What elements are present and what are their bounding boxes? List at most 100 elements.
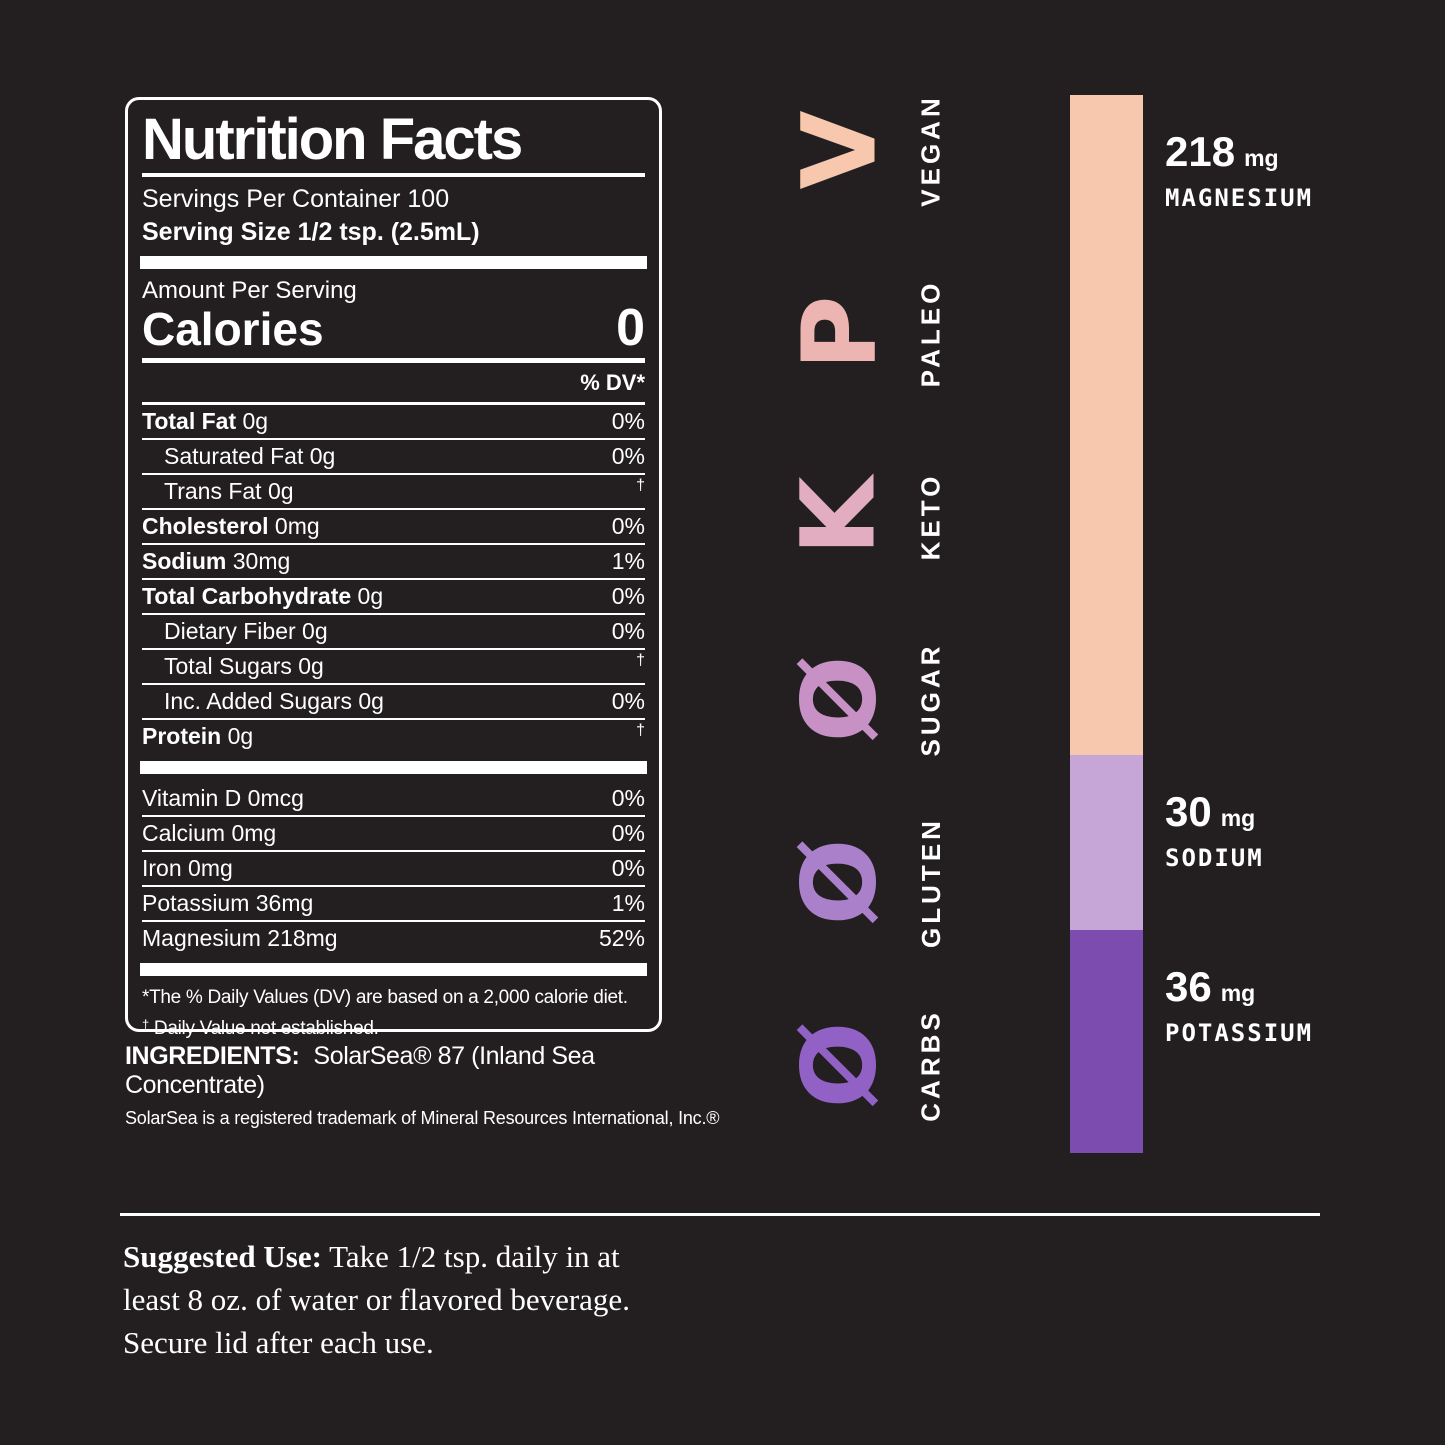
badge-label: CARBS xyxy=(915,1008,946,1122)
mineral-amount: 218 xyxy=(1165,128,1236,175)
nutrient-daily-value: 1% xyxy=(611,547,645,574)
nutrient-rows: Total Fat 0g 0% Saturated Fat 0g 0% Trans Fa… xyxy=(142,405,645,753)
mineral-label-sodium: 30 mg SODIUM xyxy=(1165,788,1264,872)
ingredients-text: SolarSea® 87 (Inland Sea Concentrate) xyxy=(125,1042,595,1099)
calories-row: Calories 0 xyxy=(142,302,645,355)
badge-label-cell: GLUTEN xyxy=(908,817,954,948)
nutrient-daily-value: 0% xyxy=(611,582,645,609)
nutrition-facts-title: Nutrition Facts xyxy=(142,107,523,172)
trademark-note: SolarSea is a registered trademark of Mi… xyxy=(125,1108,720,1128)
badge-symbol-cell: Ø xyxy=(780,831,899,933)
nutrient-name: Protein 0g xyxy=(142,722,254,749)
badge-label-cell: PALEO xyxy=(908,279,954,387)
nutrient-name: Dietary Fiber 0g xyxy=(164,617,328,644)
mineral-value: 30 mg xyxy=(1165,788,1264,836)
micronutrient-rows: Vitamin D 0mcg 0% Calcium 0mg 0% Iron 0mg 0% P… xyxy=(142,782,645,955)
ingredients-block: INGREDIENTS: SolarSea® 87 (Inland Sea Co… xyxy=(125,1042,725,1129)
daily-value-header: % DV* xyxy=(580,369,645,395)
mineral-name: SODIUM xyxy=(1165,844,1264,872)
mineral-unit: mg xyxy=(1220,980,1256,1006)
nutrient-name: Trans Fat 0g xyxy=(164,477,294,504)
mineral-value: 36 mg xyxy=(1165,963,1313,1011)
badge-label-cell: KETO xyxy=(908,472,954,560)
amount-per-serving: Amount Per Serving xyxy=(142,277,357,305)
badge-symbol-cell: Ø xyxy=(780,1014,899,1116)
suggested-use-heading: Suggested Use: xyxy=(123,1239,322,1274)
nutrient-row-total-sugars: Total Sugars 0g † xyxy=(142,647,645,683)
stacked-bar xyxy=(1070,95,1143,1153)
nutrient-row-vitamin-d: Vitamin D 0mcg 0% xyxy=(142,782,645,815)
nutrient-row-calcium: Calcium 0mg 0% xyxy=(142,814,645,850)
badge-label-cell: SUGAR xyxy=(908,642,954,756)
thick-divider-bar xyxy=(140,256,647,270)
nutrient-daily-value: † xyxy=(636,476,645,494)
nutrient-daily-value: † xyxy=(636,721,645,739)
nutrient-name: Vitamin D 0mcg xyxy=(142,784,304,811)
vegan-badge-icon: V xyxy=(779,110,899,190)
diet-badges-column: V VEGAN P PALEO K KETO Ø SUGAR Ø GLUTEN Ø CARBS xyxy=(779,75,956,1140)
nutrient-daily-value: 0% xyxy=(611,687,645,714)
divider-line xyxy=(142,357,645,363)
nutrient-name: Calcium 0mg xyxy=(142,819,277,846)
diet-badge-gluten: Ø GLUTEN xyxy=(780,807,956,957)
nutrient-row-potassium: Potassium 36mg 1% xyxy=(142,884,645,920)
bottom-divider-line xyxy=(120,1213,1320,1216)
diet-badge-keto: K KETO xyxy=(779,441,956,591)
footnote-text: Daily Value not established. xyxy=(153,1017,379,1039)
mineral-label-magnesium: 218 mg MAGNESIUM xyxy=(1165,128,1313,212)
badge-label-cell: VEGAN xyxy=(908,94,954,206)
nutrient-row-protein: Protein 0g † xyxy=(142,717,645,753)
nutrient-daily-value: 0% xyxy=(611,442,645,469)
mineral-name: MAGNESIUM xyxy=(1165,184,1314,212)
nutrient-row-cholesterol: Cholesterol 0mg 0% xyxy=(142,507,645,543)
nutrient-name: Magnesium 218mg xyxy=(142,924,338,951)
badge-label: SUGAR xyxy=(915,642,946,756)
nutrient-daily-value: † xyxy=(636,651,645,669)
daily-value-footnote: *The % Daily Values (DV) are based on a … xyxy=(142,984,645,1012)
nutrient-row-iron: Iron 0mg 0% xyxy=(142,849,645,885)
nutrient-row-sodium: Sodium 30mg 1% xyxy=(142,542,645,578)
nutrient-row-dietary-fiber: Dietary Fiber 0g 0% xyxy=(142,612,645,648)
badge-symbol-cell: Ø xyxy=(780,648,899,750)
mineral-unit: mg xyxy=(1220,805,1256,831)
calories-label: Calories xyxy=(142,302,324,355)
nutrient-row-saturated-fat: Saturated Fat 0g 0% xyxy=(142,437,645,473)
nutrient-row-total-carbohydrate: Total Carbohydrate 0g 0% xyxy=(142,577,645,613)
nutrient-name: Saturated Fat 0g xyxy=(164,442,336,469)
diet-badge-paleo: P PALEO xyxy=(779,258,956,408)
nutrient-daily-value: 0% xyxy=(611,407,645,434)
nutrient-name: Sodium 30mg xyxy=(142,547,291,574)
nutrient-name: Total Fat 0g xyxy=(142,407,269,434)
nutrient-daily-value: 0% xyxy=(611,784,645,811)
gluten-badge-icon: Ø xyxy=(780,838,899,926)
badge-label: GLUTEN xyxy=(915,816,946,948)
carbs-badge-icon: Ø xyxy=(780,1021,899,1109)
servings-per-container: Servings Per Container 100 xyxy=(142,185,450,214)
diet-badge-vegan: V VEGAN xyxy=(779,75,956,225)
suggested-use-block: Suggested Use: Take 1/2 tsp. daily in at… xyxy=(123,1236,643,1364)
nutrient-daily-value: 0% xyxy=(611,854,645,881)
badge-symbol-cell: K xyxy=(779,465,899,567)
nutrient-daily-value: 0% xyxy=(611,617,645,644)
nutrient-daily-value: 1% xyxy=(611,889,645,916)
mineral-amount: 30 xyxy=(1165,788,1212,835)
serving-size: Serving Size 1/2 tsp. (2.5mL) xyxy=(142,217,480,246)
dagger-footnote: † Daily Value not established. xyxy=(142,1015,645,1043)
paleo-badge-icon: P xyxy=(779,295,899,371)
sugar-badge-icon: Ø xyxy=(780,655,899,743)
badge-label-cell: CARBS xyxy=(908,1009,954,1121)
mineral-value: 218 mg xyxy=(1165,128,1313,176)
footnote-text: *The % Daily Values (DV) are based on a … xyxy=(142,986,628,1008)
nutrient-name: Inc. Added Sugars 0g xyxy=(164,687,384,714)
nutrient-row-total-fat: Total Fat 0g 0% xyxy=(142,405,645,438)
mineral-unit: mg xyxy=(1244,145,1279,171)
nutrient-row-magnesium: Magnesium 218mg 52% xyxy=(142,919,645,955)
divider-line xyxy=(142,173,645,178)
divider-line xyxy=(142,401,645,405)
mineral-bar-chart: 218 mg MAGNESIUM 30 mg SODIUM 36 mg POTASSIUM xyxy=(1070,95,1400,1153)
keto-badge-icon: K xyxy=(779,476,899,556)
badge-symbol-cell: V xyxy=(779,99,899,201)
nutrient-name: Total Carbohydrate 0g xyxy=(142,582,384,609)
nutrient-daily-value: 52% xyxy=(598,924,645,951)
